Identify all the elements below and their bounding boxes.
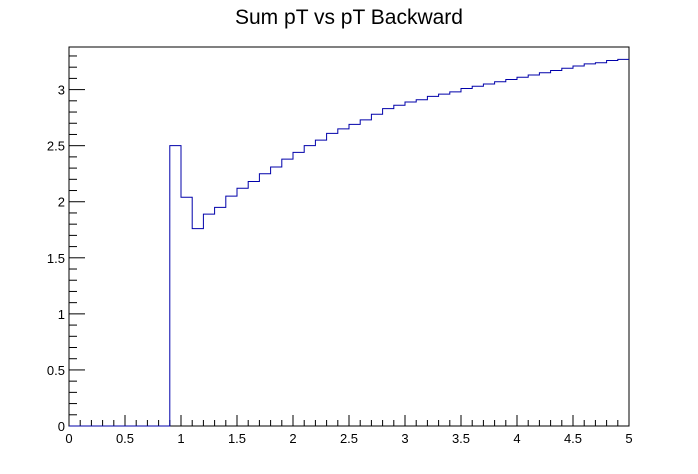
chart-title: Sum pT vs pT Backward: [235, 6, 463, 29]
plot-frame: [68, 46, 630, 427]
y-tick-label: 1: [58, 307, 65, 322]
y-tick-label: 0.5: [47, 363, 65, 378]
x-tick-label: 4.5: [564, 431, 582, 446]
x-tick-label: 4: [513, 431, 520, 446]
y-tick-label: 2: [58, 195, 65, 210]
x-tick-label: 0: [65, 431, 72, 446]
y-tick-label: 1.5: [47, 251, 65, 266]
x-tick-label: 2: [289, 431, 296, 446]
histogram-series-line: [69, 58, 629, 427]
y-tick-label: 0: [58, 419, 65, 434]
x-tick-label: 1: [177, 431, 184, 446]
y-axis: 0 0.5 1 1.5 2 2.5 3: [47, 55, 85, 434]
x-tick-label: 5: [625, 431, 632, 446]
x-tick-label: 3: [401, 431, 408, 446]
x-tick-label: 3.5: [452, 431, 470, 446]
x-tick-label: 1.5: [228, 431, 246, 446]
x-tick-label: 0.5: [116, 431, 134, 446]
y-tick-label: 2.5: [47, 139, 65, 154]
y-tick-label: 3: [58, 83, 65, 98]
x-tick-label: 2.5: [340, 431, 358, 446]
x-axis: 0 0.5 1 1.5 2 2.5 3 3.5 4 4.5 5: [65, 415, 633, 446]
